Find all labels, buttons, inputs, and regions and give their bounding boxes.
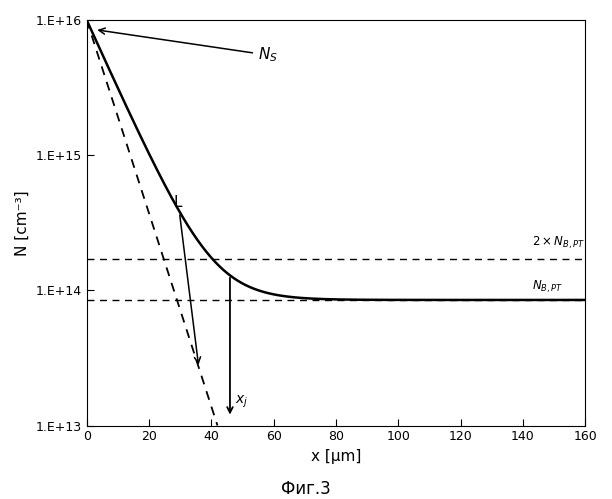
X-axis label: x [μm]: x [μm] <box>311 449 361 464</box>
Text: $x_j$: $x_j$ <box>234 394 248 410</box>
Text: $2 \times N_{B,PT}$: $2 \times N_{B,PT}$ <box>532 235 585 251</box>
Text: $N_S$: $N_S$ <box>99 28 278 64</box>
Text: $N_{B,PT}$: $N_{B,PT}$ <box>532 279 564 295</box>
Y-axis label: N [cm⁻³]: N [cm⁻³] <box>15 190 30 255</box>
Text: L: L <box>174 195 201 363</box>
Text: Фиг.3: Фиг.3 <box>281 480 331 498</box>
